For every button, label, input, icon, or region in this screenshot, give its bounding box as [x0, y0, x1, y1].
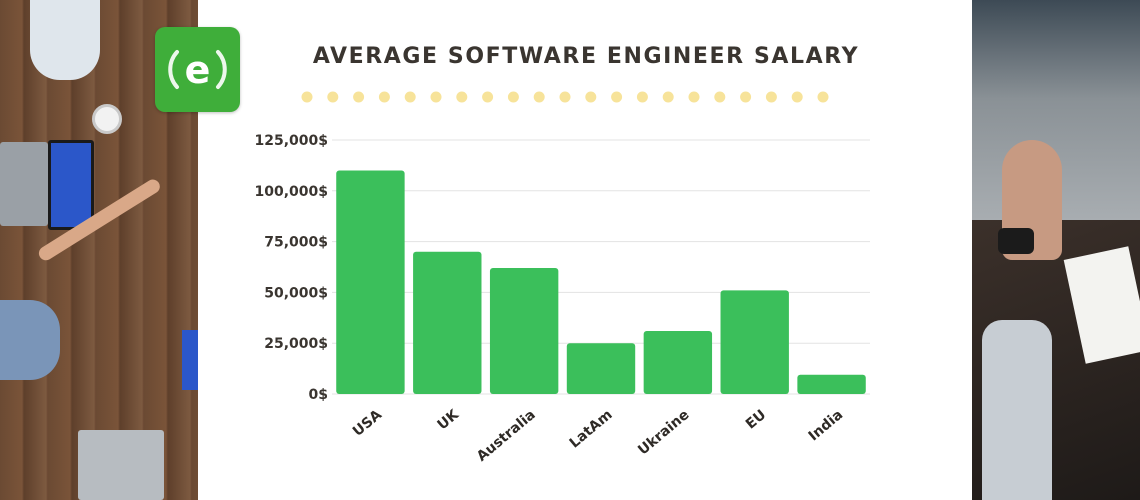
y-tick-label: 0$: [309, 387, 328, 403]
x-category-label: Australia: [474, 407, 539, 465]
divider-dot: [765, 91, 777, 103]
divider-dot: [482, 91, 494, 103]
y-tick-label: 75,000$: [264, 235, 328, 251]
person-icon: [0, 300, 60, 380]
divider-dot: [636, 91, 648, 103]
divider-dot: [688, 91, 700, 103]
divider-dot: [611, 91, 623, 103]
divider-dot: [507, 91, 519, 103]
divider-dot: [353, 91, 365, 103]
logo-letter: e: [185, 48, 211, 92]
laptop-icon: [0, 142, 48, 226]
watch-icon: [998, 228, 1034, 254]
divider-dot: [559, 91, 571, 103]
divider-dot: [740, 91, 752, 103]
x-axis-categories: USA UK Australia LatAm Ukraine EU India: [350, 406, 846, 465]
y-axis-ticks: 0$ 25,000$ 50,000$ 75,000$ 100,000$ 125,000$: [254, 133, 328, 403]
tablet-icon: [182, 330, 198, 390]
bar-usa: [336, 170, 405, 394]
notebook-icon: [1063, 246, 1140, 364]
x-category-label: India: [806, 407, 847, 445]
bar-chart: 0$25,000$50,000$75,000$100,000$125,000$ …: [254, 133, 870, 465]
divider-dot: [714, 91, 726, 103]
sleeve-icon: [982, 320, 1052, 500]
y-tick-label: 100,000$: [254, 184, 328, 200]
laptop-icon: [48, 140, 94, 230]
divider-dot: [327, 91, 339, 103]
y-tick-label: 50,000$: [264, 285, 328, 301]
bar-india: [797, 374, 866, 394]
x-category-label: EU: [743, 407, 769, 433]
divider-dot: [456, 91, 468, 103]
divider-dot: [404, 91, 416, 103]
y-tick-label: 25,000$: [264, 336, 328, 352]
x-category-label: USA: [350, 407, 385, 440]
bar-ukraine: [643, 331, 713, 394]
bar-latam: [566, 343, 636, 394]
dot-divider: [301, 91, 829, 103]
divider-dot: [817, 91, 829, 103]
divider-dot: [791, 91, 803, 103]
divider-dot: [430, 91, 442, 103]
brand-logo: e: [155, 27, 240, 112]
x-category-label: UK: [435, 406, 463, 433]
mug-icon: [92, 104, 122, 134]
e-logo-icon: e: [168, 48, 227, 92]
x-category-label: Ukraine: [635, 407, 692, 459]
chart-title: AVERAGE SOFTWARE ENGINEER SALARY: [312, 44, 860, 69]
divider-dot: [533, 91, 545, 103]
divider-dot: [662, 91, 674, 103]
divider-dot: [378, 91, 390, 103]
right-photo-panel: [972, 0, 1140, 500]
x-category-label: LatAm: [567, 407, 616, 452]
sleeve-icon: [30, 0, 100, 80]
laptop-icon: [78, 430, 164, 500]
y-tick-label: 125,000$: [254, 133, 328, 149]
divider-dot: [301, 91, 313, 103]
bars: [336, 170, 866, 394]
bar-eu: [720, 290, 789, 394]
divider-dot: [585, 91, 597, 103]
bar-australia: [489, 268, 559, 394]
bar-uk: [413, 251, 482, 394]
